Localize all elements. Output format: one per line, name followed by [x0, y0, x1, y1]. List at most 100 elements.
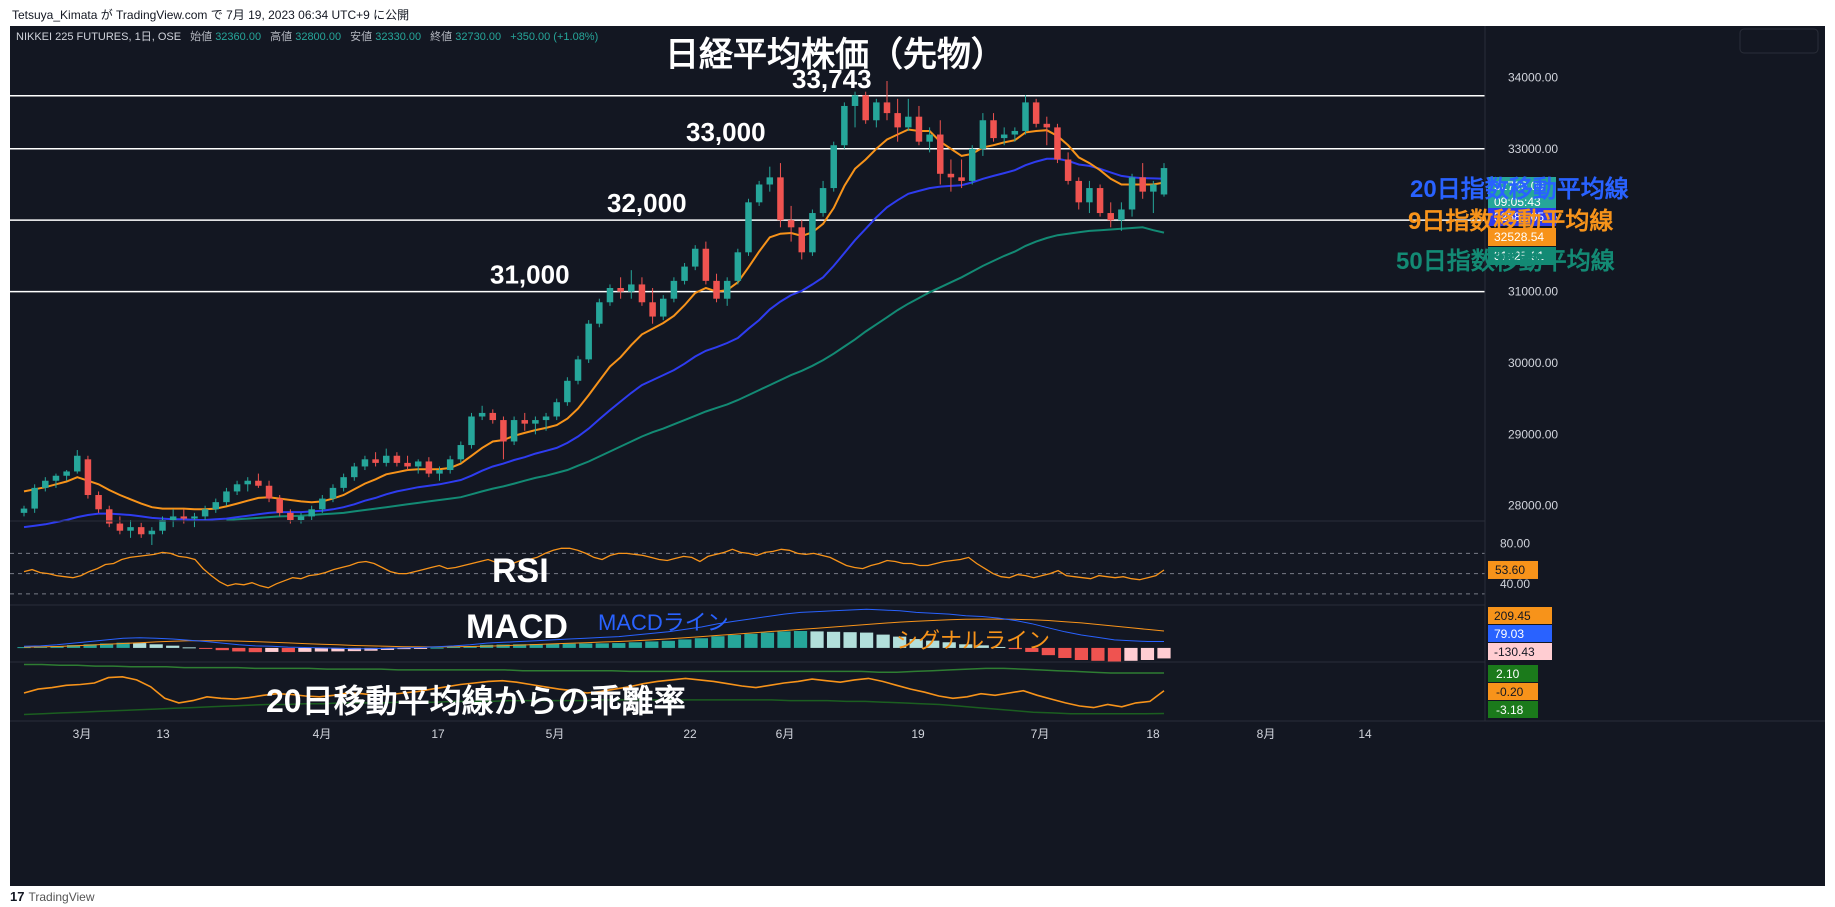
- candle-body: [1064, 159, 1072, 181]
- macd-histogram-bar: [50, 646, 64, 648]
- macd-histogram-bar: [645, 641, 659, 648]
- time-tick-label: 6月: [776, 727, 795, 741]
- candle-body: [532, 420, 539, 424]
- time-tick-label: 13: [156, 727, 170, 741]
- candle-body: [255, 480, 262, 486]
- chart-frame[interactable]: NIKKEI 225 FUTURES, 1日, OSE 始値 32360.00 …: [10, 26, 1825, 886]
- candle-body: [265, 485, 273, 499]
- macd-histogram-bar: [843, 632, 857, 648]
- candle-body: [201, 509, 209, 517]
- level-label-0: 33,743: [792, 64, 872, 94]
- candle-body: [681, 266, 688, 281]
- time-tick-label: 19: [911, 727, 925, 741]
- deviation-line: [23, 675, 1165, 709]
- price-tick-label: 29000.00: [1508, 427, 1558, 441]
- macd-histogram-bar: [281, 647, 295, 653]
- level-label-1: 33,000: [686, 117, 766, 147]
- candle-body: [340, 477, 347, 488]
- candle-body: [873, 102, 880, 121]
- macd-histogram-bar: [546, 643, 560, 648]
- rsi-tick-label: 40.00: [1500, 577, 1530, 591]
- candle-body: [148, 530, 156, 535]
- legend-close: 32730.00: [455, 31, 501, 43]
- macd-histogram-bar: [380, 647, 395, 650]
- macd-histogram-bar: [100, 643, 114, 648]
- candle-body: [585, 323, 592, 360]
- chart-svg[interactable]: NIKKEI 225 FUTURES, 1日, OSE 始値 32360.00 …: [10, 26, 1825, 886]
- legend-symbol: NIKKEI 225 FUTURES, 1日, OSE: [16, 31, 181, 43]
- price-label-countdown: 09:05:43: [1494, 195, 1541, 209]
- candle-body: [1150, 184, 1157, 192]
- candle-body: [297, 516, 305, 520]
- deviation-current-box: [1488, 701, 1538, 718]
- macd-histogram-bar: [430, 647, 444, 649]
- candle-body: [574, 359, 582, 381]
- macd-histogram-bar: [232, 647, 246, 652]
- macd-histogram-bar: [248, 647, 262, 653]
- candle-body: [787, 220, 795, 228]
- macd-histogram-bar: [1008, 647, 1022, 650]
- candle-body: [745, 202, 752, 253]
- rsi-current-box: [1488, 560, 1538, 579]
- footer: 17 TradingView: [10, 886, 95, 907]
- macd-current-label: 79.03: [1494, 627, 1524, 641]
- time-tick-label: 8月: [1257, 727, 1276, 741]
- candle-body: [830, 145, 837, 189]
- candle-body: [74, 455, 81, 472]
- candle-body: [244, 480, 251, 485]
- deviation-title: 20日移動平均線からの乖離率: [266, 683, 686, 719]
- macd-line-annotation: MACDライン: [598, 610, 729, 635]
- macd-histogram-bar: [810, 631, 824, 648]
- deviation-current-label: 2.10: [1496, 667, 1520, 681]
- candle-body: [372, 459, 379, 463]
- candle-body: [446, 459, 454, 471]
- deviation-upper-band: [24, 663, 1164, 674]
- candle-body: [308, 509, 315, 517]
- candle-body: [1107, 213, 1114, 221]
- macd-histogram-bar: [727, 635, 742, 648]
- candle-body: [542, 416, 550, 421]
- macd-histogram-bar: [1058, 647, 1072, 658]
- legend-open-label: 始値: [190, 29, 212, 43]
- time-tick-label: 18: [1146, 727, 1160, 741]
- candle-body: [1096, 188, 1104, 214]
- macd-line: [23, 608, 1164, 650]
- macd-histogram-bar: [17, 647, 31, 649]
- macd-histogram-bar: [1107, 647, 1122, 662]
- macd-current-box: [1488, 625, 1552, 642]
- chart-control-box[interactable]: [1739, 28, 1819, 54]
- price-label-value: 32528.54: [1494, 230, 1544, 244]
- candle-body: [478, 412, 486, 417]
- candle-body: [361, 459, 369, 467]
- candle-body: [20, 508, 28, 513]
- macd-histogram-bar: [661, 640, 675, 648]
- candle-body: [937, 134, 944, 174]
- candle-body: [1128, 177, 1136, 210]
- macd-current-label: -130.43: [1494, 645, 1535, 659]
- macd-histogram-bar: [612, 643, 626, 648]
- macd-histogram-bar: [959, 644, 973, 648]
- candle-body: [1011, 130, 1019, 135]
- candle-body: [617, 288, 624, 292]
- footer-brand[interactable]: TradingView: [28, 889, 95, 904]
- candle-body: [1043, 123, 1051, 128]
- legend-change: +350.00 (+1.08%): [510, 31, 598, 43]
- candle-body: [137, 527, 145, 535]
- candle-body: [191, 516, 198, 519]
- price-tick-label: 34000.00: [1508, 70, 1558, 84]
- time-tick-label: 3月: [73, 727, 92, 741]
- candle-body: [628, 284, 635, 292]
- candle-body: [1139, 177, 1146, 192]
- macd-histogram-bar: [628, 642, 642, 648]
- candle-body: [723, 280, 731, 299]
- time-tick-label: 7月: [1031, 727, 1050, 741]
- candle-body: [329, 487, 337, 499]
- price-label-value: 32581.05: [1494, 210, 1544, 224]
- macd-histogram-bar: [992, 646, 1006, 648]
- macd-histogram-bar: [1041, 647, 1055, 656]
- macd-histogram-bar: [149, 644, 163, 648]
- candle-body: [287, 512, 294, 520]
- candle-body: [382, 455, 390, 463]
- candle-body: [979, 120, 987, 149]
- macd-histogram-bar: [876, 634, 890, 648]
